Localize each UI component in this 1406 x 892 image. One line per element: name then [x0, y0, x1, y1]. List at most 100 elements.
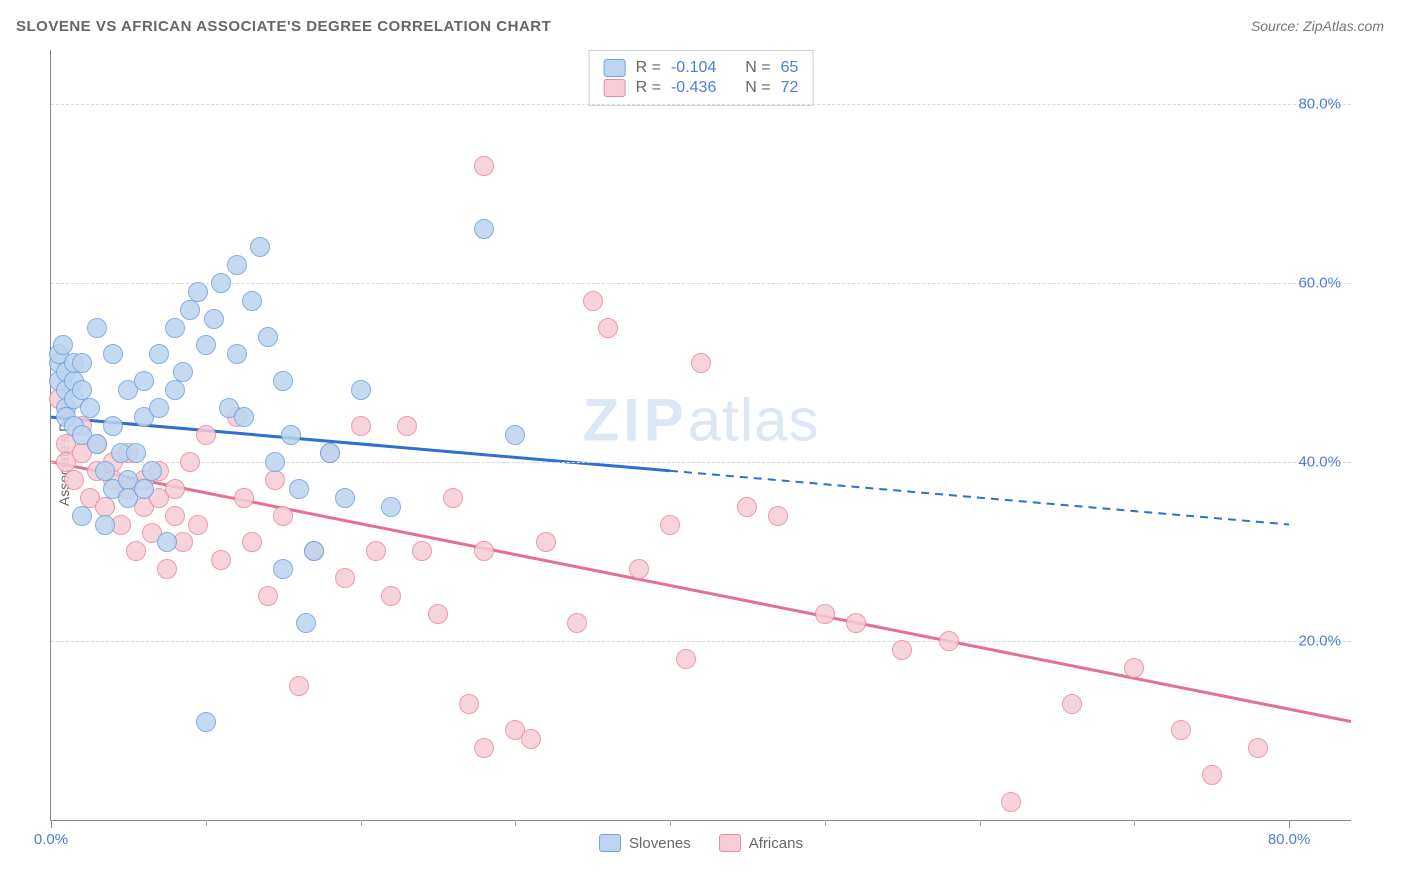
y-tick-label: 40.0%: [1298, 453, 1341, 470]
gridline: [51, 104, 1351, 105]
data-point: [196, 712, 216, 732]
data-point: [335, 568, 355, 588]
legend-n-value: 72: [781, 79, 799, 97]
data-point: [459, 694, 479, 714]
data-point: [188, 282, 208, 302]
data-point: [567, 613, 587, 633]
legend-r-label: R =: [636, 59, 661, 77]
data-point: [165, 380, 185, 400]
data-point: [474, 738, 494, 758]
data-point: [173, 362, 193, 382]
data-point: [157, 532, 177, 552]
data-point: [80, 398, 100, 418]
data-point: [304, 541, 324, 561]
legend-n-label: N =: [745, 59, 770, 77]
gridline: [51, 641, 1351, 642]
data-point: [103, 344, 123, 364]
data-point: [196, 425, 216, 445]
legend-series-label: Africans: [749, 835, 803, 852]
data-point: [273, 506, 293, 526]
gridline: [51, 283, 1351, 284]
data-point: [289, 676, 309, 696]
data-point: [149, 398, 169, 418]
x-tick-minor: [1134, 820, 1135, 826]
data-point: [103, 416, 123, 436]
data-point: [242, 532, 262, 552]
data-point: [211, 273, 231, 293]
data-point: [474, 156, 494, 176]
data-point: [366, 541, 386, 561]
data-point: [1171, 720, 1191, 740]
data-point: [296, 613, 316, 633]
data-point: [846, 613, 866, 633]
data-point: [258, 586, 278, 606]
data-point: [165, 479, 185, 499]
trend-lines: [51, 50, 1351, 820]
legend-swatch: [599, 834, 621, 852]
legend-row: R = -0.104 N = 65: [604, 59, 799, 77]
legend-swatch: [719, 834, 741, 852]
scatter-plot: ZIPatlas R = -0.104 N = 65 R = -0.436 N …: [50, 50, 1351, 821]
data-point: [227, 344, 247, 364]
data-point: [180, 300, 200, 320]
data-point: [265, 470, 285, 490]
legend-n-value: 65: [781, 59, 799, 77]
data-point: [72, 353, 92, 373]
data-point: [351, 380, 371, 400]
data-point: [64, 470, 84, 490]
legend-r-value: -0.436: [671, 79, 716, 97]
data-point: [1001, 792, 1021, 812]
data-point: [320, 443, 340, 463]
data-point: [521, 729, 541, 749]
data-point: [142, 461, 162, 481]
data-point: [227, 255, 247, 275]
data-point: [397, 416, 417, 436]
data-point: [474, 219, 494, 239]
watermark-part2: atlas: [688, 386, 820, 453]
data-point: [87, 318, 107, 338]
data-point: [428, 604, 448, 624]
data-point: [768, 506, 788, 526]
legend-n-label: N =: [745, 79, 770, 97]
data-point: [165, 318, 185, 338]
data-point: [250, 237, 270, 257]
data-point: [815, 604, 835, 624]
x-tick-minor: [980, 820, 981, 826]
x-tick-minor: [515, 820, 516, 826]
data-point: [474, 541, 494, 561]
x-tick-minor: [361, 820, 362, 826]
data-point: [165, 506, 185, 526]
data-point: [126, 541, 146, 561]
data-point: [1202, 765, 1222, 785]
legend-swatch: [604, 59, 626, 77]
data-point: [242, 291, 262, 311]
data-point: [211, 550, 231, 570]
data-point: [335, 488, 355, 508]
x-tick-minor: [670, 820, 671, 826]
gridline: [51, 462, 1351, 463]
data-point: [273, 371, 293, 391]
legend-item: Slovenes: [599, 834, 691, 852]
data-point: [273, 559, 293, 579]
data-point: [126, 443, 146, 463]
legend-series-label: Slovenes: [629, 835, 691, 852]
legend-item: Africans: [719, 834, 803, 852]
data-point: [381, 497, 401, 517]
legend-swatch: [604, 79, 626, 97]
data-point: [676, 649, 696, 669]
data-point: [196, 335, 216, 355]
data-point: [234, 407, 254, 427]
legend-stats: R = -0.104 N = 65 R = -0.436 N = 72: [589, 50, 814, 106]
data-point: [134, 371, 154, 391]
data-point: [443, 488, 463, 508]
data-point: [149, 344, 169, 364]
data-point: [691, 353, 711, 373]
data-point: [629, 559, 649, 579]
data-point: [737, 497, 757, 517]
legend-series: Slovenes Africans: [599, 834, 803, 852]
legend-row: R = -0.436 N = 72: [604, 79, 799, 97]
data-point: [412, 541, 432, 561]
data-point: [134, 479, 154, 499]
data-point: [289, 479, 309, 499]
data-point: [72, 506, 92, 526]
